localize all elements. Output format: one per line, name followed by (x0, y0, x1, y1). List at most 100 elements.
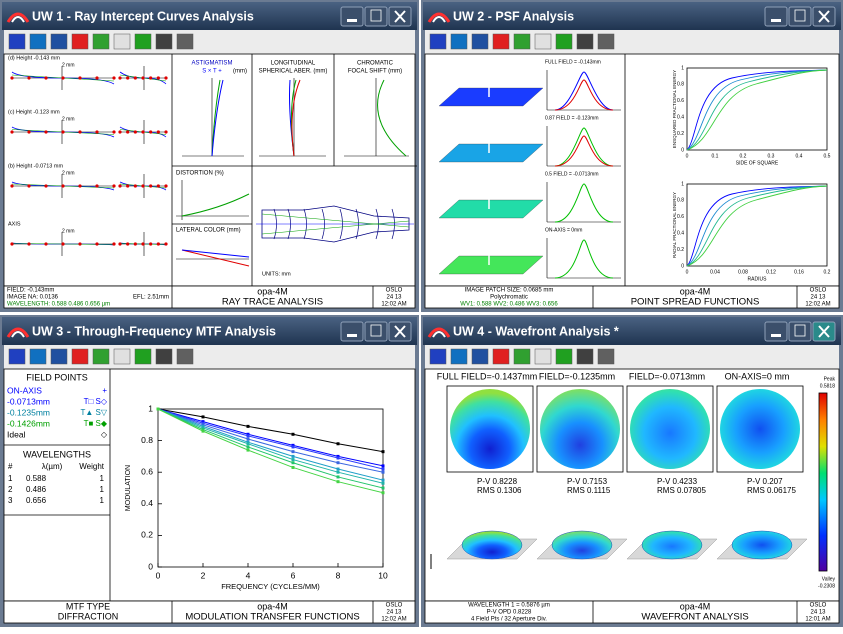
fan-point (10, 242, 14, 246)
toolbar-button[interactable] (8, 348, 26, 365)
footer-title: RAY TRACE ANALYSIS (222, 297, 323, 308)
fan-point (141, 184, 145, 188)
fan-point (95, 76, 99, 80)
tick-label: 0.6 (677, 214, 684, 220)
toolbar-button[interactable] (50, 348, 68, 365)
minimize-button[interactable] (764, 6, 788, 27)
mtf-marker (246, 445, 250, 449)
toolbar-button[interactable] (450, 33, 468, 50)
toolbar-button[interactable] (555, 33, 573, 50)
maximize-button[interactable] (788, 6, 812, 27)
toolbar-button[interactable] (134, 348, 152, 365)
toolbar-button[interactable] (471, 33, 489, 50)
toolbar-button[interactable] (429, 33, 447, 50)
toolbar-button[interactable] (92, 33, 110, 50)
footer-text: MTF TYPE (66, 601, 110, 611)
field-point: -0.1235mm (7, 407, 50, 417)
toolbar-button[interactable] (50, 33, 68, 50)
toolbar-button[interactable] (113, 348, 131, 365)
fan-point (149, 76, 153, 80)
fan-point (78, 130, 82, 134)
ray-trace (261, 213, 410, 235)
fan-point (27, 130, 31, 134)
toolbar-button[interactable] (534, 33, 552, 50)
toolbar-button[interactable] (471, 348, 489, 365)
minimize-button[interactable] (764, 321, 788, 342)
wavelength-cell: 0.656 (26, 496, 47, 505)
footer-stamp: 24 13 (810, 610, 826, 616)
app-icon (432, 16, 446, 23)
toolbar-button[interactable] (113, 33, 131, 50)
toolbar-button[interactable] (134, 33, 152, 50)
footer-text: EFL: 2.51mm (133, 295, 169, 301)
maximize-button[interactable] (788, 321, 812, 342)
field-point: -0.1426mm (7, 418, 50, 428)
fan-point (112, 76, 116, 80)
window-title: UW 3 - Through-Frequency MTF Analysis (32, 324, 276, 338)
fan-point (44, 184, 48, 188)
column-header: λ(µm) (42, 462, 63, 471)
footer-text: IMAGE NA: 0.0136 (7, 295, 59, 301)
minimize-button[interactable] (340, 321, 364, 342)
toolbar-button[interactable] (597, 348, 615, 365)
toolbar-button[interactable] (29, 348, 47, 365)
mtf-line (157, 408, 384, 494)
toolbar-button[interactable] (576, 348, 594, 365)
mtf-marker (201, 423, 205, 427)
toolbar-button[interactable] (8, 33, 26, 50)
x-tick-label: 2 (201, 570, 206, 580)
toolbar-button[interactable] (555, 348, 573, 365)
axis-label: SIDE OF SQUARE (736, 160, 779, 166)
x-tick-label: 8 (336, 570, 341, 580)
toolbar-button[interactable] (597, 33, 615, 50)
toolbar-button[interactable] (92, 348, 110, 365)
fan-point (44, 76, 48, 80)
minimize-button[interactable] (340, 6, 364, 27)
toolbar-button[interactable] (492, 348, 510, 365)
toolbar-button[interactable] (176, 33, 194, 50)
sa-curve (291, 79, 301, 157)
footer-title: MODULATION TRANSFER FUNCTIONS (185, 612, 359, 623)
fan-point (133, 130, 137, 134)
mtf-marker (381, 486, 385, 490)
wavefront-map (630, 389, 710, 469)
field-symbol: T■ S◆ (84, 419, 108, 428)
footer-stamp: OSLO (810, 288, 827, 294)
maximize-button[interactable] (364, 6, 388, 27)
mtf-marker (381, 464, 385, 468)
close-glyph (394, 10, 406, 23)
toolbar-button[interactable] (492, 33, 510, 50)
lateral-curve (181, 249, 250, 267)
toolbar-button[interactable] (155, 348, 173, 365)
toolbar-button[interactable] (155, 33, 173, 50)
field-symbol: + (102, 386, 107, 395)
mtf-marker (291, 445, 295, 449)
toolbar-button[interactable] (29, 33, 47, 50)
toolbar-button[interactable] (450, 348, 468, 365)
toolbar-button[interactable] (534, 348, 552, 365)
energy-curve (686, 69, 828, 151)
toolbar-button[interactable] (71, 33, 89, 50)
pv-value: P-V 0.207 (747, 477, 783, 486)
fan-point (118, 184, 122, 188)
toolbar-button[interactable] (429, 348, 447, 365)
minimize-glyph (347, 19, 357, 22)
mtf-marker (336, 480, 340, 484)
fan-point (156, 184, 160, 188)
mtf-marker (246, 437, 250, 441)
mtf-marker (246, 434, 250, 438)
tick-label: 0.16 (794, 269, 804, 275)
minimize-glyph (347, 334, 357, 337)
maximize-button[interactable] (364, 321, 388, 342)
toolbar-button[interactable] (576, 33, 594, 50)
toolbar-button[interactable] (71, 348, 89, 365)
toolbar-button[interactable] (513, 33, 531, 50)
distortion-curve (181, 193, 250, 217)
x-tick-label: 0 (156, 570, 161, 580)
mtf-marker (336, 442, 340, 446)
tick-label: 0 (686, 153, 689, 159)
mtf-marker (246, 424, 250, 428)
toolbar-button[interactable] (176, 348, 194, 365)
toolbar-button[interactable] (513, 348, 531, 365)
